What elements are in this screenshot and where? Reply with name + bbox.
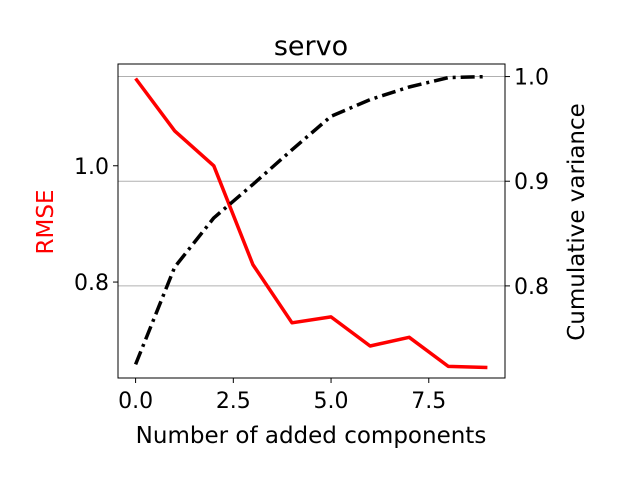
plot-frame — [117, 63, 506, 379]
rmse-series-line — [134, 77, 488, 370]
cumulative-variance-series-line — [133, 74, 488, 366]
y-left-tick-label-1: 1.0 — [74, 155, 109, 180]
grid-layer — [118, 76, 505, 287]
ticks-layer: 0.0 2.5 5.0 7.5 0.8 1.0 0.8 0.9 1.0 — [74, 66, 549, 414]
series-layer — [133, 74, 488, 370]
y-right-tick-label-1: 0.9 — [514, 170, 549, 195]
y-left-axis-label: RMSE — [33, 190, 59, 255]
x-tick-label-3: 7.5 — [411, 389, 446, 414]
x-tick-label-2: 5.0 — [314, 389, 349, 414]
y-right-tick-label-2: 1.0 — [514, 66, 549, 91]
y-right-tick-label-0: 0.8 — [514, 275, 549, 300]
x-tick-label-0: 0.0 — [118, 389, 153, 414]
x-tick-label-1: 2.5 — [216, 389, 251, 414]
y-right-axis-label: Cumulative variance — [564, 103, 590, 341]
x-axis-label: Number of added components — [136, 423, 487, 449]
y-left-tick-label-0: 0.8 — [74, 271, 109, 296]
chart-title: servo — [274, 31, 348, 62]
